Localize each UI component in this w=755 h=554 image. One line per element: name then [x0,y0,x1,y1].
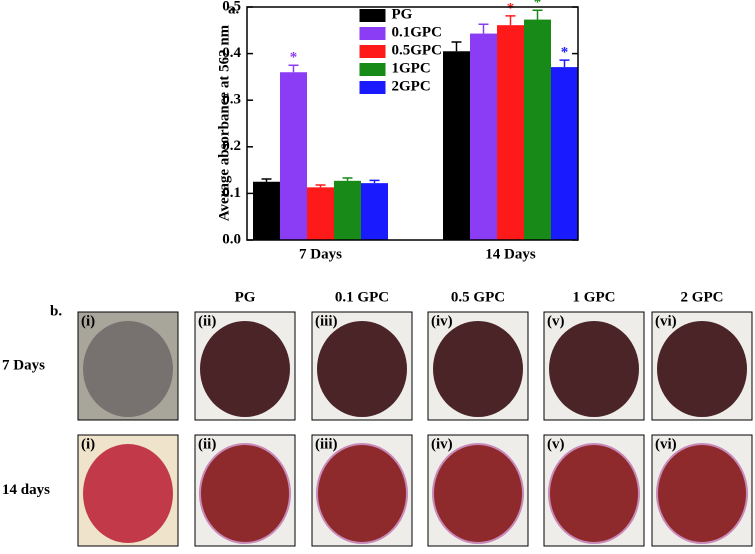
panel-index: (vi) [655,436,677,452]
legend-label: 2GPC [392,78,431,94]
error-bar [559,59,570,68]
panel-label: b. [50,303,62,319]
error-bar [451,41,462,52]
sample-disc [200,321,290,417]
sample-disc [433,321,523,417]
legend-swatch [359,27,386,40]
legend-label: 1GPC [392,60,431,76]
error-bar [288,64,299,73]
significance-marker: * [534,0,542,11]
bar [470,33,497,241]
panel-index: (ii) [198,313,216,329]
x-tick-label: 14 Days [485,246,536,262]
y-tick-label: 0.1 [222,185,241,201]
sample-disc [549,321,639,417]
bar [253,181,280,240]
legend-swatch [359,63,386,76]
legend-label: 0.1GPC [392,24,442,40]
y-tick-label: 0.3 [222,92,241,108]
column-header: PG [235,289,256,305]
error-bar [261,178,272,182]
y-tick-label: 0.0 [222,231,241,247]
error-bar [505,15,516,26]
plot: 0.0 0.1 0.2 0.3 0.4 0.5 7 Days * 14 Days * * * PG 0.1… [222,0,579,262]
sample-disc [83,444,173,543]
sample-disc [317,321,407,417]
sample-disc [548,443,640,544]
axes-frame [246,6,579,241]
sample-disc [83,321,173,417]
panel-index: (i) [81,313,95,329]
panel-index: (iv) [431,313,453,329]
sample-disc [432,443,524,544]
y-axis-label: Average absorbance at 562 nm [216,24,232,221]
bar [551,67,578,240]
sample-disc [316,443,408,544]
error-bar [315,184,326,188]
sample-disc [657,321,747,417]
significance-marker: * [561,45,569,61]
bar [497,25,524,241]
bar [524,19,551,240]
row-label: 14 days [2,482,50,498]
bar [334,180,361,240]
panel-index: (iii) [315,313,338,329]
column-header: 0.1 GPC [335,289,389,305]
panel-index: (v) [547,436,565,452]
legend-swatch [359,9,386,22]
y-tick-label: 0.4 [222,45,241,61]
error-bar [369,179,380,184]
photo-grid: PG 0.1 GPC 0.5 GPC 1 GPC 2 GPC 7 Days (i) (ii) (… [2,289,753,547]
panel-index: (iii) [315,436,338,452]
legend-swatch [359,81,386,94]
error-bar [478,23,489,34]
column-header: 1 GPC [573,289,616,305]
legend-label: 0.5GPC [392,42,442,58]
panel-index: (i) [81,436,95,452]
y-tick-label: 0.2 [222,138,241,154]
bar [443,51,470,240]
bar [307,187,334,240]
legend-swatch [359,45,386,58]
panel-index: (iv) [431,436,453,452]
column-header: 2 GPC [681,289,724,305]
bar [280,72,307,241]
bar [361,183,388,240]
panel-index: (vi) [655,313,677,329]
error-bar [342,177,353,181]
error-bar [532,9,543,20]
legend-label: PG [392,6,413,22]
significance-marker: * [507,0,515,16]
significance-marker: * [290,50,298,66]
row-label: 7 Days [2,357,45,373]
panel-index: (ii) [198,436,216,452]
y-tick-label: 0.5 [222,0,241,14]
sample-disc [656,443,748,544]
sample-disc [199,443,291,544]
panel-index: (v) [547,313,565,329]
column-header: 0.5 GPC [451,289,505,305]
panel-label: a. [228,1,240,17]
x-tick-label: 7 Days [299,246,342,262]
